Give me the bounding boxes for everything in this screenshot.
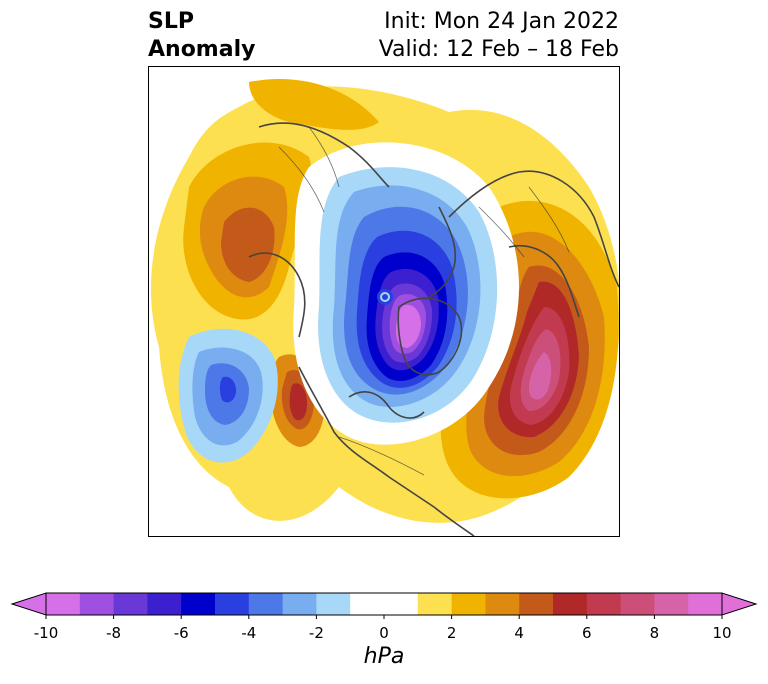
colorbar-cell	[350, 593, 385, 615]
colorbar-cell	[519, 593, 554, 615]
coastline-scandinavia	[428, 206, 457, 298]
colorbar-cell	[485, 593, 520, 615]
colorbar-cell	[181, 593, 216, 615]
coastline-alaska	[248, 252, 306, 338]
colorbar-cell	[79, 593, 115, 615]
colorbar-cell	[688, 593, 723, 615]
map-svg	[149, 67, 619, 536]
colorbar-cell	[451, 593, 486, 615]
colorbar-tick-label: 6	[582, 624, 592, 642]
colorbar-cell	[147, 593, 182, 615]
negative-anomaly-pacific-4	[219, 376, 237, 403]
colorbar-tick-label: 4	[514, 624, 524, 642]
colorbar-cell	[113, 593, 148, 615]
borders	[278, 126, 570, 476]
border-asia-2	[308, 126, 340, 188]
title-line-2: Anomaly	[148, 37, 256, 62]
valid-range: Valid: 12 Feb – 18 Feb	[378, 37, 619, 62]
colorbar-tick-label: -6	[173, 624, 189, 642]
colorbar-cell	[586, 593, 622, 615]
colorbar	[10, 592, 758, 619]
coastline-europe	[508, 245, 580, 318]
coastline-siberia	[258, 122, 390, 188]
border-asia-1	[278, 146, 325, 213]
colorbar-cell	[654, 593, 689, 615]
colorbar-cell	[620, 593, 655, 615]
colorbar-cell	[316, 593, 351, 615]
map-title: SLP Anomaly	[148, 8, 255, 64]
small-low-core	[382, 294, 388, 300]
positive-anomaly-4	[221, 207, 275, 282]
colorbar-cells	[46, 593, 723, 615]
positive-anomaly-8	[528, 352, 552, 400]
border-eurasia-1	[478, 206, 525, 258]
coastlines	[248, 122, 619, 536]
colorbar-cell	[417, 593, 453, 615]
negative-anomaly-arctic-core	[396, 304, 421, 348]
colorbar-tick-label: -8	[106, 624, 122, 642]
colorbar-cell	[46, 593, 81, 615]
coastline-north-america	[298, 366, 475, 536]
colorbar-cell	[384, 593, 419, 615]
init-date: Init: Mon 24 Jan 2022	[384, 9, 619, 34]
positive-anomaly-2b	[249, 78, 379, 130]
coastline-greenland	[397, 297, 463, 376]
colorbar-tick-label: 10	[712, 624, 732, 642]
border-eurasia-2	[528, 186, 570, 253]
positive-anomaly-5b	[289, 383, 307, 421]
colorbar-tick-label: -10	[33, 624, 59, 642]
colorbar-tick-label: 2	[446, 624, 457, 642]
colorbar-tick-label: 8	[649, 624, 660, 642]
border-usa-canada	[338, 436, 425, 476]
colorbar-extend-right	[721, 592, 758, 616]
colorbar-extend-left	[10, 592, 47, 616]
anomaly-map	[148, 66, 620, 537]
coastline-hudson	[348, 391, 425, 419]
colorbar-cell	[553, 593, 588, 615]
colorbar-unit-label: hPa	[363, 644, 405, 669]
colorbar-tick-label: -2	[308, 624, 324, 642]
colorbar-tick-label: -4	[241, 624, 257, 642]
title-line-1: SLP	[148, 9, 194, 34]
colorbar-tick-label: 0	[379, 624, 389, 642]
colorbar-cell	[248, 593, 284, 615]
date-info: Init: Mon 24 Jan 2022 Valid: 12 Feb – 18…	[379, 8, 619, 64]
colorbar-ticks	[45, 615, 723, 619]
coastline-eurasia	[448, 170, 619, 288]
colorbar-cell	[282, 593, 317, 615]
colorbar-cell	[215, 593, 250, 615]
